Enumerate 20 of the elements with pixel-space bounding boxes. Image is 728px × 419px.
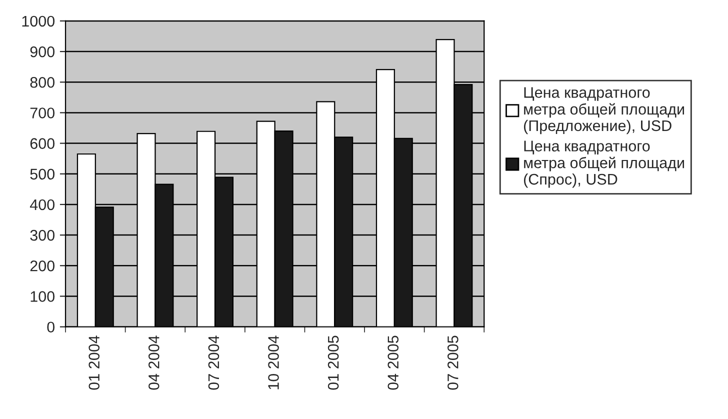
y-tick-label: 800 xyxy=(30,76,55,88)
x-tick-label: 07 2005 xyxy=(448,336,458,390)
x-tick-label: 04 2005 xyxy=(388,336,399,390)
legend-label: Цена квадратного метра общей площади (Предложение), USD xyxy=(524,87,684,134)
y-tick-label: 200 xyxy=(30,260,55,272)
x-tick-label: 01 2005 xyxy=(328,336,339,390)
x-tick-label: 01 2004 xyxy=(88,336,100,390)
x-tick-label: 04 2004 xyxy=(148,336,160,390)
y-tick-label: 900 xyxy=(30,46,55,58)
y-tick-label: 100 xyxy=(30,291,55,302)
y-tick-label: 300 xyxy=(30,230,55,241)
y-tick-label: 0 xyxy=(47,322,55,333)
x-tick-label: 10 2004 xyxy=(268,336,279,390)
y-tick-label: 1000 xyxy=(22,16,55,27)
y-tick-label: 600 xyxy=(30,138,55,149)
y-tick-label: 400 xyxy=(30,199,55,210)
legend-label: Цена квадратного метра общей площади (Спрос), USD xyxy=(524,140,684,188)
y-tick-label: 500 xyxy=(30,168,55,180)
y-tick-label: 700 xyxy=(30,108,55,118)
x-tick-label: 07 2004 xyxy=(208,336,220,390)
